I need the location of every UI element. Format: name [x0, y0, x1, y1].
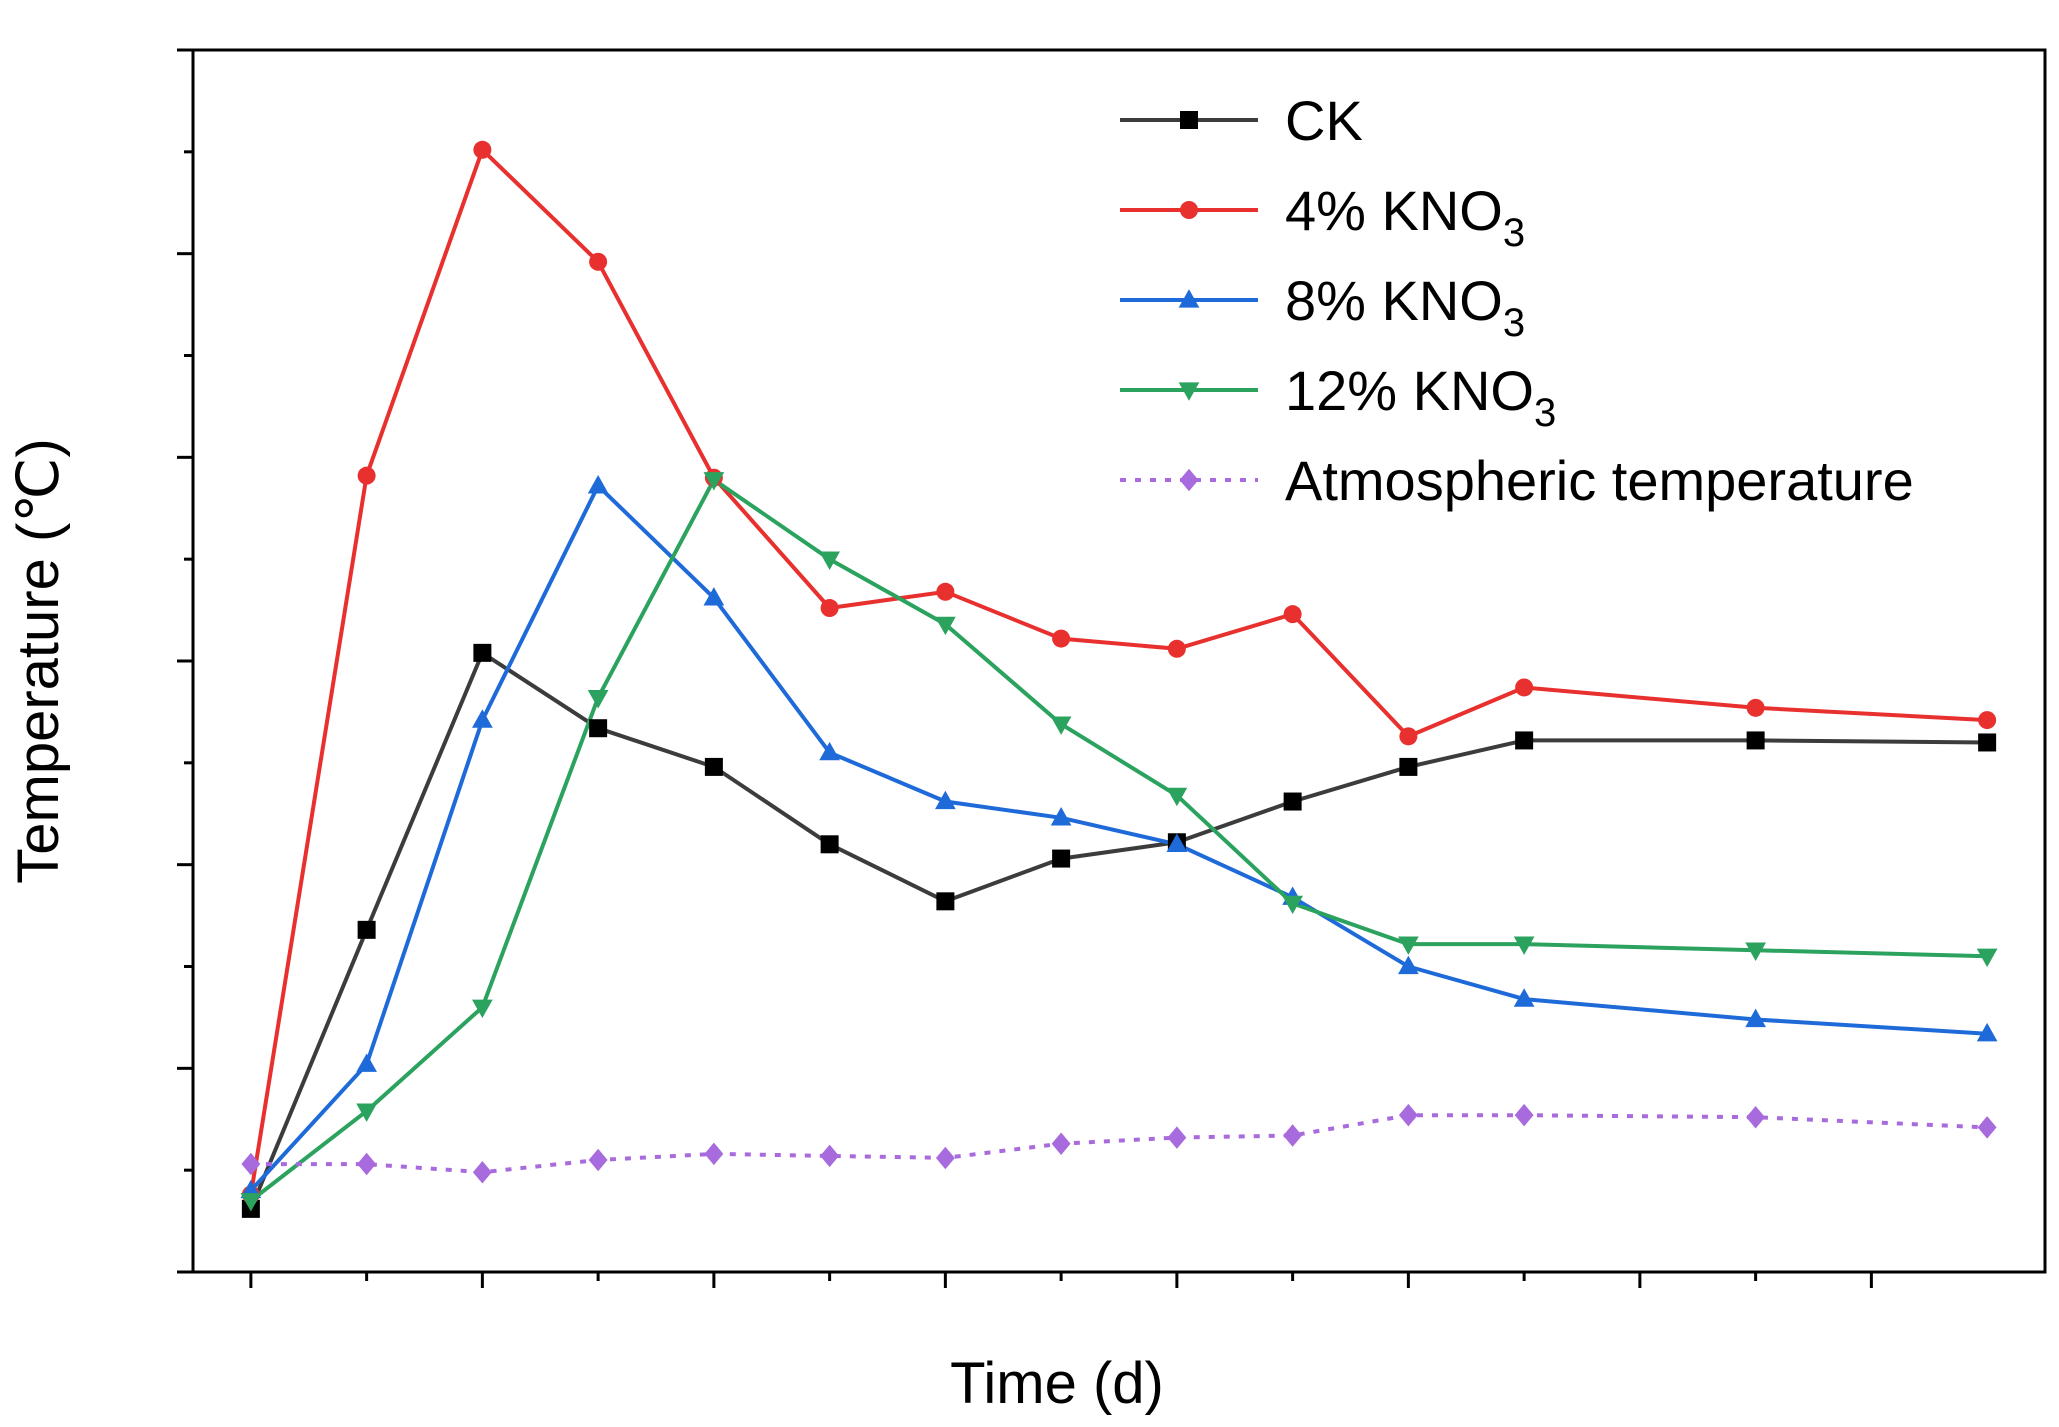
data-point-ck: [1515, 731, 1534, 750]
data-point-8-kno3: [1050, 807, 1072, 826]
data-point-4-kno3: [1978, 711, 1997, 730]
legend-label-text: Atmospheric temperature: [1285, 449, 1914, 512]
data-point-12-kno3: [587, 690, 609, 709]
legend-label-subscript: 3: [1503, 301, 1525, 345]
data-point-8-kno3: [1398, 955, 1419, 975]
data-point-8-kno3: [587, 475, 609, 494]
data-point-4-kno3: [1052, 629, 1071, 648]
legend-label-8-kno3: 8% KNO3: [1285, 269, 1525, 345]
data-point-4-kno3: [936, 582, 955, 601]
data-point-ck: [1978, 733, 1997, 752]
data-point-4-kno3: [1746, 698, 1765, 717]
series-line-8-kno3: [249, 483, 1988, 1192]
data-point-12-kno3: [1513, 936, 1535, 955]
data-point-4-kno3: [1283, 605, 1302, 624]
data-point-8-kno3: [1513, 988, 1535, 1007]
data-point-8-kno3: [703, 587, 725, 606]
series-line-4-kno3: [248, 147, 1988, 1195]
legend-label-12-kno3: 12% KNO3: [1285, 359, 1556, 435]
data-point-atmospheric-temperature: [820, 1144, 840, 1168]
legend-marker-ck: [1180, 111, 1198, 129]
data-point-ck: [357, 920, 376, 939]
data-point-atmospheric-temperature: [588, 1148, 608, 1172]
legend-label-subscript: 3: [1503, 211, 1525, 255]
series-line-ck: [249, 650, 1988, 1210]
data-point-ck: [473, 643, 492, 662]
data-point-atmospheric-temperature: [1051, 1132, 1071, 1155]
legend-marker-4-kno3: [1180, 201, 1198, 219]
data-point-12-kno3: [472, 999, 493, 1019]
data-point-atmospheric-temperature: [1167, 1126, 1187, 1149]
data-point-12-kno3: [356, 1103, 377, 1122]
data-point-12-kno3: [703, 472, 725, 491]
data-point-atmospheric-temperature: [935, 1146, 955, 1170]
data-point-8-kno3: [472, 709, 493, 728]
x-axis-label: Time (d): [950, 1351, 1164, 1416]
legend-label-text: CK: [1285, 89, 1363, 152]
legend-label-text: 4% KNO: [1285, 179, 1503, 242]
data-point-12-kno3: [1745, 942, 1766, 962]
legend-marker-12-kno3: [1178, 382, 1200, 401]
legend-marker-atmospheric-temperature: [1179, 468, 1199, 492]
data-point-ck: [936, 892, 955, 911]
series-markers: [240, 140, 1998, 1218]
data-point-4-kno3: [820, 599, 839, 618]
legend-marker-8-kno3: [1178, 289, 1200, 308]
data-point-ck: [704, 757, 723, 776]
data-point-atmospheric-temperature: [1977, 1116, 1997, 1139]
legend-label-ck: CK: [1285, 89, 1363, 152]
data-point-4-kno3: [589, 252, 608, 271]
data-point-atmospheric-temperature: [704, 1142, 724, 1166]
series-line-12-kno3: [249, 477, 1988, 1203]
data-point-4-kno3: [1167, 639, 1186, 658]
data-point-8-kno3: [819, 741, 840, 761]
data-point-ck: [820, 835, 839, 854]
legend-label-text: 12% KNO: [1285, 359, 1534, 422]
legend-label-subscript: 3: [1534, 391, 1556, 435]
data-point-atmospheric-temperature: [357, 1152, 377, 1176]
data-point-atmospheric-temperature: [1746, 1105, 1766, 1129]
data-point-12-kno3: [819, 551, 840, 570]
data-point-ck: [589, 719, 608, 738]
data-point-8-kno3: [1745, 1008, 1766, 1028]
data-point-ck: [1399, 757, 1418, 776]
data-point-atmospheric-temperature: [241, 1152, 261, 1176]
y-axis: [177, 48, 193, 1274]
data-point-atmospheric-temperature: [1398, 1103, 1418, 1127]
data-point-12-kno3: [1398, 936, 1419, 955]
series-line-atmospheric-temperature: [250, 1113, 1988, 1175]
data-point-atmospheric-temperature: [472, 1160, 492, 1184]
data-point-8-kno3: [935, 790, 956, 810]
data-point-8-kno3: [1976, 1022, 1998, 1042]
data-point-12-kno3: [1050, 716, 1072, 735]
data-point-4-kno3: [1515, 678, 1534, 697]
data-point-4-kno3: [357, 466, 376, 485]
data-point-atmospheric-temperature: [1283, 1124, 1303, 1147]
series-lines: [248, 147, 1988, 1210]
y-axis-label: Temperature (℃): [6, 438, 71, 883]
legend-label-text: 8% KNO: [1285, 269, 1503, 332]
legend-label-atmospheric-temperature: Atmospheric temperature: [1285, 449, 1914, 512]
data-point-ck: [1746, 731, 1765, 750]
data-point-ck: [1052, 849, 1071, 868]
plot-frame: [191, 48, 2047, 1274]
data-point-12-kno3: [1166, 787, 1188, 807]
data-point-12-kno3: [935, 616, 956, 636]
data-point-4-kno3: [1399, 727, 1418, 746]
data-point-8-kno3: [1166, 833, 1188, 852]
data-point-4-kno3: [473, 140, 492, 159]
legend-label-4-kno3: 4% KNO3: [1285, 179, 1525, 255]
data-point-12-kno3: [1282, 895, 1303, 915]
data-point-12-kno3: [240, 1193, 262, 1212]
data-point-8-kno3: [356, 1053, 377, 1072]
x-axis: [249, 1272, 1873, 1288]
data-point-atmospheric-temperature: [1514, 1103, 1534, 1127]
data-point-ck: [1283, 792, 1302, 811]
data-point-12-kno3: [1976, 948, 1998, 968]
